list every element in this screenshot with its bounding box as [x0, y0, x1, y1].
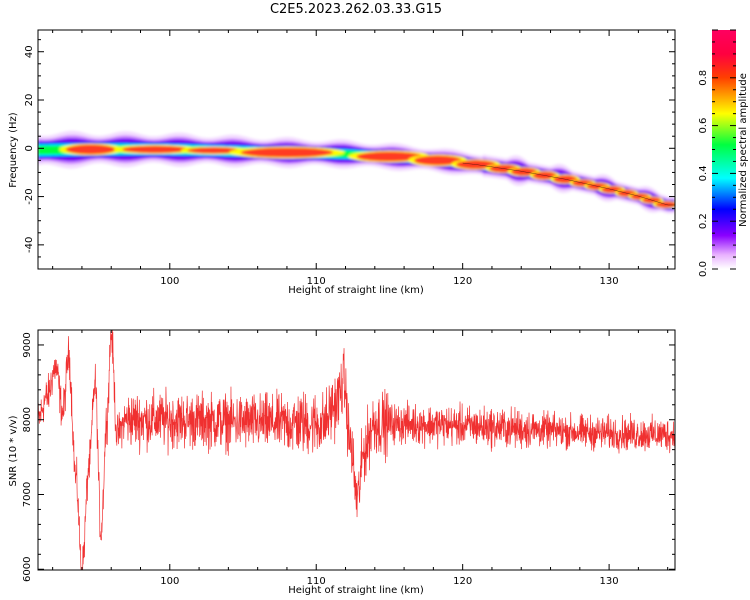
spectrogram-xlabel: Height of straight line (km): [288, 285, 424, 296]
snr-ytick-label: 7000: [22, 482, 33, 507]
snr-ticks: 100 110 120 130 9000 8000 7000 6000: [22, 329, 675, 587]
spectrogram-ticks: 100 110 120 130 40 20 0 -20 -40: [24, 30, 675, 287]
spectrogram-ytick-label: 20: [24, 94, 35, 107]
spectrogram-ytick-label: -40: [24, 237, 35, 253]
snr-ytick-label: 9000: [22, 332, 33, 357]
colorbar-ticks: 0.0 0.2 0.4 0.6 0.8: [698, 29, 736, 277]
colorbar-tick-label: 0.6: [698, 118, 709, 134]
spectrogram-ytick-label: 0: [24, 145, 35, 151]
snr-xtick-label: 120: [453, 576, 472, 587]
spectrogram-xtick-label: 110: [307, 276, 326, 287]
snr-xtick-label: 110: [307, 576, 326, 587]
snr-ytick-label: 6000: [22, 557, 33, 582]
colorbar-gradient: [712, 30, 736, 269]
spectrogram-xtick-label: 120: [453, 276, 472, 287]
colorbar-tick-label: 0.0: [698, 261, 709, 277]
spectrogram-ridge: [38, 130, 675, 214]
figure-title: C2E5.2023.262.03.33.G15: [269, 2, 443, 17]
spectrogram-xtick-label: 130: [600, 276, 619, 287]
colorbar-tick-label: 0.2: [698, 213, 709, 229]
snr-ylabel: SNR (10 * v/v): [8, 415, 19, 486]
spectrogram-heatmap: [38, 130, 675, 214]
snr-series-line: [38, 330, 675, 570]
colorbar: 0.0 0.2 0.4 0.6 0.8 Normalized spectral ampl…: [698, 29, 749, 277]
spectrogram-panel: 100 110 120 130 40 20 0 -20 -40 Height of straig…: [8, 29, 676, 296]
spectrogram-frame: [37, 29, 676, 270]
spectrogram-xtick-label: 100: [160, 276, 179, 287]
snr-ytick-label: 8000: [22, 407, 33, 432]
snr-xlabel: Height of straight line (km): [288, 585, 424, 596]
spectrogram-ylabel: Frequency (Hz): [8, 112, 19, 188]
snr-xtick-label: 130: [600, 576, 619, 587]
snr-panel: 100 110 120 130 9000 8000 7000 6000 Height of s…: [8, 329, 676, 596]
colorbar-tick-label: 0.4: [698, 165, 709, 181]
colorbar-label: Normalized spectral amplitude: [738, 73, 749, 227]
spectrogram-ytick-label: -20: [24, 188, 35, 204]
colorbar-tick-label: 0.8: [698, 70, 709, 86]
snr-xtick-label: 100: [160, 576, 179, 587]
spectrogram-ytick-label: 40: [24, 45, 35, 58]
